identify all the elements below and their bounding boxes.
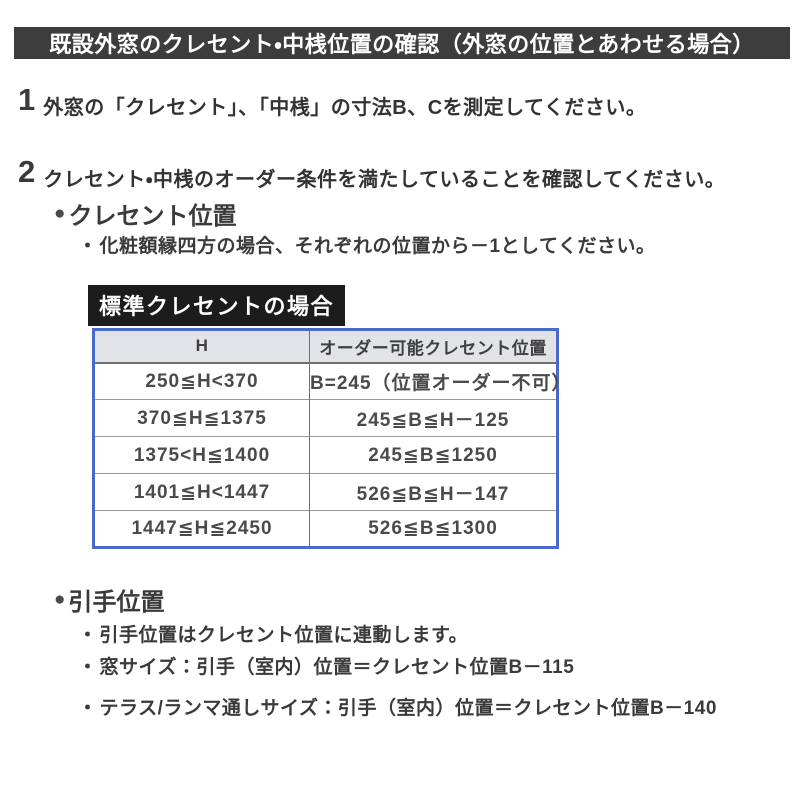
cell-b-range: 245≦B≦H－125 bbox=[309, 399, 558, 437]
dot-bullet-icon: ・ bbox=[78, 625, 98, 646]
standard-crescent-title: 標準クレセントの場合 bbox=[88, 285, 346, 326]
step-2-number: 2 bbox=[18, 154, 36, 189]
crescent-position-heading: ● クレセント位置 bbox=[54, 196, 236, 231]
table-row: 250≦H<370 B=245（位置オーダー不可） bbox=[93, 362, 571, 400]
table-row: 1375<H≦1400 245≦B≦1250 bbox=[93, 436, 558, 474]
cell-b-range: 526≦B≦H－147 bbox=[309, 473, 558, 511]
handle-position-heading: ● 引手位置 bbox=[54, 582, 164, 617]
dot-bullet-icon: ・ bbox=[78, 657, 98, 678]
cell-b-range: B=245（位置オーダー不可） bbox=[309, 362, 571, 400]
handle-note-text: 引手位置はクレセント位置に連動します。 bbox=[99, 625, 469, 646]
table-row: 1401≦H<1447 526≦B≦H－147 bbox=[93, 473, 558, 511]
step-1-number: 1 bbox=[18, 82, 36, 117]
crescent-note-item: ・ 化粧額縁四方の場合、それぞれの位置から－1としてください。 bbox=[78, 231, 655, 258]
column-header-order-range: オーダー可能クレセント位置 bbox=[309, 329, 558, 364]
handle-note-text: 窓サイズ：引手（室内）位置＝クレセント位置B－115 bbox=[99, 657, 575, 678]
column-header-h: H bbox=[93, 329, 310, 364]
circle-bullet-icon: ● bbox=[54, 202, 66, 224]
cell-b-range: 526≦B≦1300 bbox=[309, 510, 558, 548]
table-row: 370≦H≦1375 245≦B≦H－125 bbox=[93, 399, 558, 437]
cell-h-range: 1401≦H<1447 bbox=[93, 473, 310, 511]
page-title-bar: 既設外窓のクレセント・中桟位置の確認（外窓の位置とあわせる場合） bbox=[14, 27, 790, 59]
handle-note-item: ・ 引手位置はクレセント位置に連動します。 bbox=[78, 620, 468, 647]
handle-heading-label: 引手位置 bbox=[68, 589, 165, 616]
step-1: 1 外窓の「クレセント」、「中桟」の寸法B、Cを測定してください。 bbox=[18, 84, 646, 120]
cell-h-range: 1447≦H≦2450 bbox=[93, 510, 310, 548]
handle-note-item: ・ テラス/ランマ通しサイズ：引手（室内）位置＝クレセント位置B－140 bbox=[78, 693, 717, 720]
step-2-text: クレセント・中桟のオーダー条件を満たしていることを確認してください。 bbox=[43, 169, 726, 191]
crescent-heading-label: クレセント位置 bbox=[68, 203, 237, 230]
crescent-position-table: H オーダー可能クレセント位置 250≦H<370 B=245（位置オーダー不可… bbox=[92, 328, 571, 549]
cell-b-range: 245≦B≦1250 bbox=[309, 436, 558, 474]
crescent-note-text: 化粧額縁四方の場合、それぞれの位置から－1としてください。 bbox=[99, 236, 656, 257]
step-1-text: 外窓の「クレセント」、「中桟」の寸法B、Cを測定してください。 bbox=[43, 97, 647, 119]
circle-bullet-icon: ● bbox=[54, 588, 66, 610]
table-header-row: H オーダー可能クレセント位置 bbox=[93, 329, 558, 364]
standard-crescent-title-text: 標準クレセントの場合 bbox=[99, 294, 335, 319]
cell-h-range: 370≦H≦1375 bbox=[93, 399, 310, 437]
step-2: 2 クレセント・中桟のオーダー条件を満たしていることを確認してください。 bbox=[18, 156, 725, 192]
cell-h-range: 1375<H≦1400 bbox=[93, 436, 310, 474]
dot-bullet-icon: ・ bbox=[78, 236, 98, 257]
handle-note-item: ・ 窓サイズ：引手（室内）位置＝クレセント位置B－115 bbox=[78, 652, 574, 679]
handle-note-text: テラス/ランマ通しサイズ：引手（室内）位置＝クレセント位置B－140 bbox=[99, 698, 717, 719]
table-row: 1447≦H≦2450 526≦B≦1300 bbox=[93, 510, 558, 548]
dot-bullet-icon: ・ bbox=[78, 698, 98, 719]
page-title: 既設外窓のクレセント・中桟位置の確認（外窓の位置とあわせる場合） bbox=[49, 32, 755, 57]
cell-h-range: 250≦H<370 bbox=[93, 362, 310, 400]
